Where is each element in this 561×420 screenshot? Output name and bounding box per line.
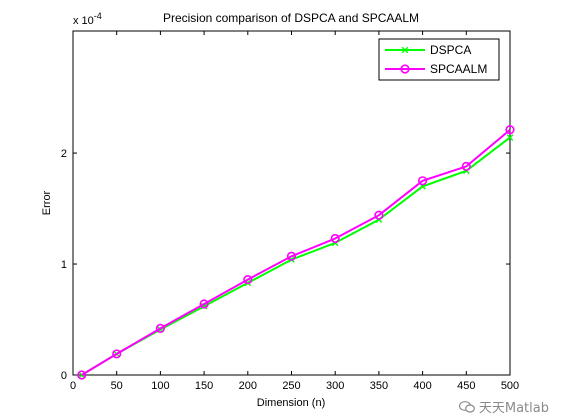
y-tick-label-1: 1: [61, 259, 67, 271]
series-line-spcaalm: [81, 129, 511, 376]
watermark-text: 天天Matlab: [478, 401, 549, 416]
legend: DSPCA SPCAALM: [378, 38, 500, 81]
x-tick-label-6: 300: [326, 380, 344, 392]
axis-ticks: 0 50 100 150 200 250 300 350 400 450 500 0 1 2: [61, 31, 519, 392]
legend-entry-dspca: DSPCA: [385, 43, 471, 57]
y-exponent-label: x 10-4: [73, 11, 102, 27]
data-point-spcaalm-9: [461, 161, 471, 171]
legend-box: [378, 38, 500, 81]
data-point-dspca-10: [506, 134, 514, 141]
legend-label-spcaalm: SPCAALM: [430, 62, 487, 76]
legend-marker-spcaalm: [400, 64, 410, 74]
data-point-spcaalm-0: [77, 370, 87, 380]
x-tick-label-10: 500: [501, 380, 519, 392]
y-exponent-base: x 10: [73, 15, 94, 27]
data-point-spcaalm-10: [505, 125, 515, 135]
legend-label-dspca: DSPCA: [430, 43, 471, 57]
chart-title: Precision comparison of DSPCA and SPCAAL…: [163, 11, 419, 25]
x-tick-label-0: 0: [70, 380, 76, 392]
x-tick-label-8: 400: [413, 380, 431, 392]
data-point-spcaalm-1: [112, 349, 122, 359]
y-tick-label-0: 0: [61, 370, 67, 382]
wechat-icon: [458, 400, 475, 413]
x-tick-label-7: 350: [370, 380, 388, 392]
y-axis-label: Error: [41, 190, 53, 215]
data-point-spcaalm-8: [418, 176, 428, 186]
data-point-spcaalm-6: [330, 233, 340, 244]
y-exponent-power: -4: [94, 11, 102, 21]
x-axis-label: Dimension (n): [257, 397, 325, 409]
data-point-spcaalm-4: [243, 274, 253, 285]
x-tick-label-9: 450: [457, 380, 475, 392]
data-point-spcaalm-5: [286, 251, 297, 261]
legend-marker-dspca: [401, 46, 409, 54]
series-layer: [77, 125, 515, 380]
data-point-spcaalm-3: [199, 299, 209, 309]
y-tick-label-2: 2: [61, 148, 67, 160]
plot-area: [72, 30, 511, 376]
legend-entry-spcaalm: SPCAALM: [385, 62, 487, 76]
data-point-spcaalm-7: [374, 210, 384, 220]
x-tick-label-4: 200: [239, 380, 257, 392]
watermark: 天天Matlab: [458, 397, 549, 416]
data-point-spcaalm-2: [155, 323, 165, 333]
x-tick-label-2: 100: [151, 380, 169, 392]
x-tick-label-1: 50: [111, 380, 123, 392]
x-tick-label-5: 250: [282, 380, 300, 392]
x-tick-label-3: 150: [195, 380, 213, 392]
